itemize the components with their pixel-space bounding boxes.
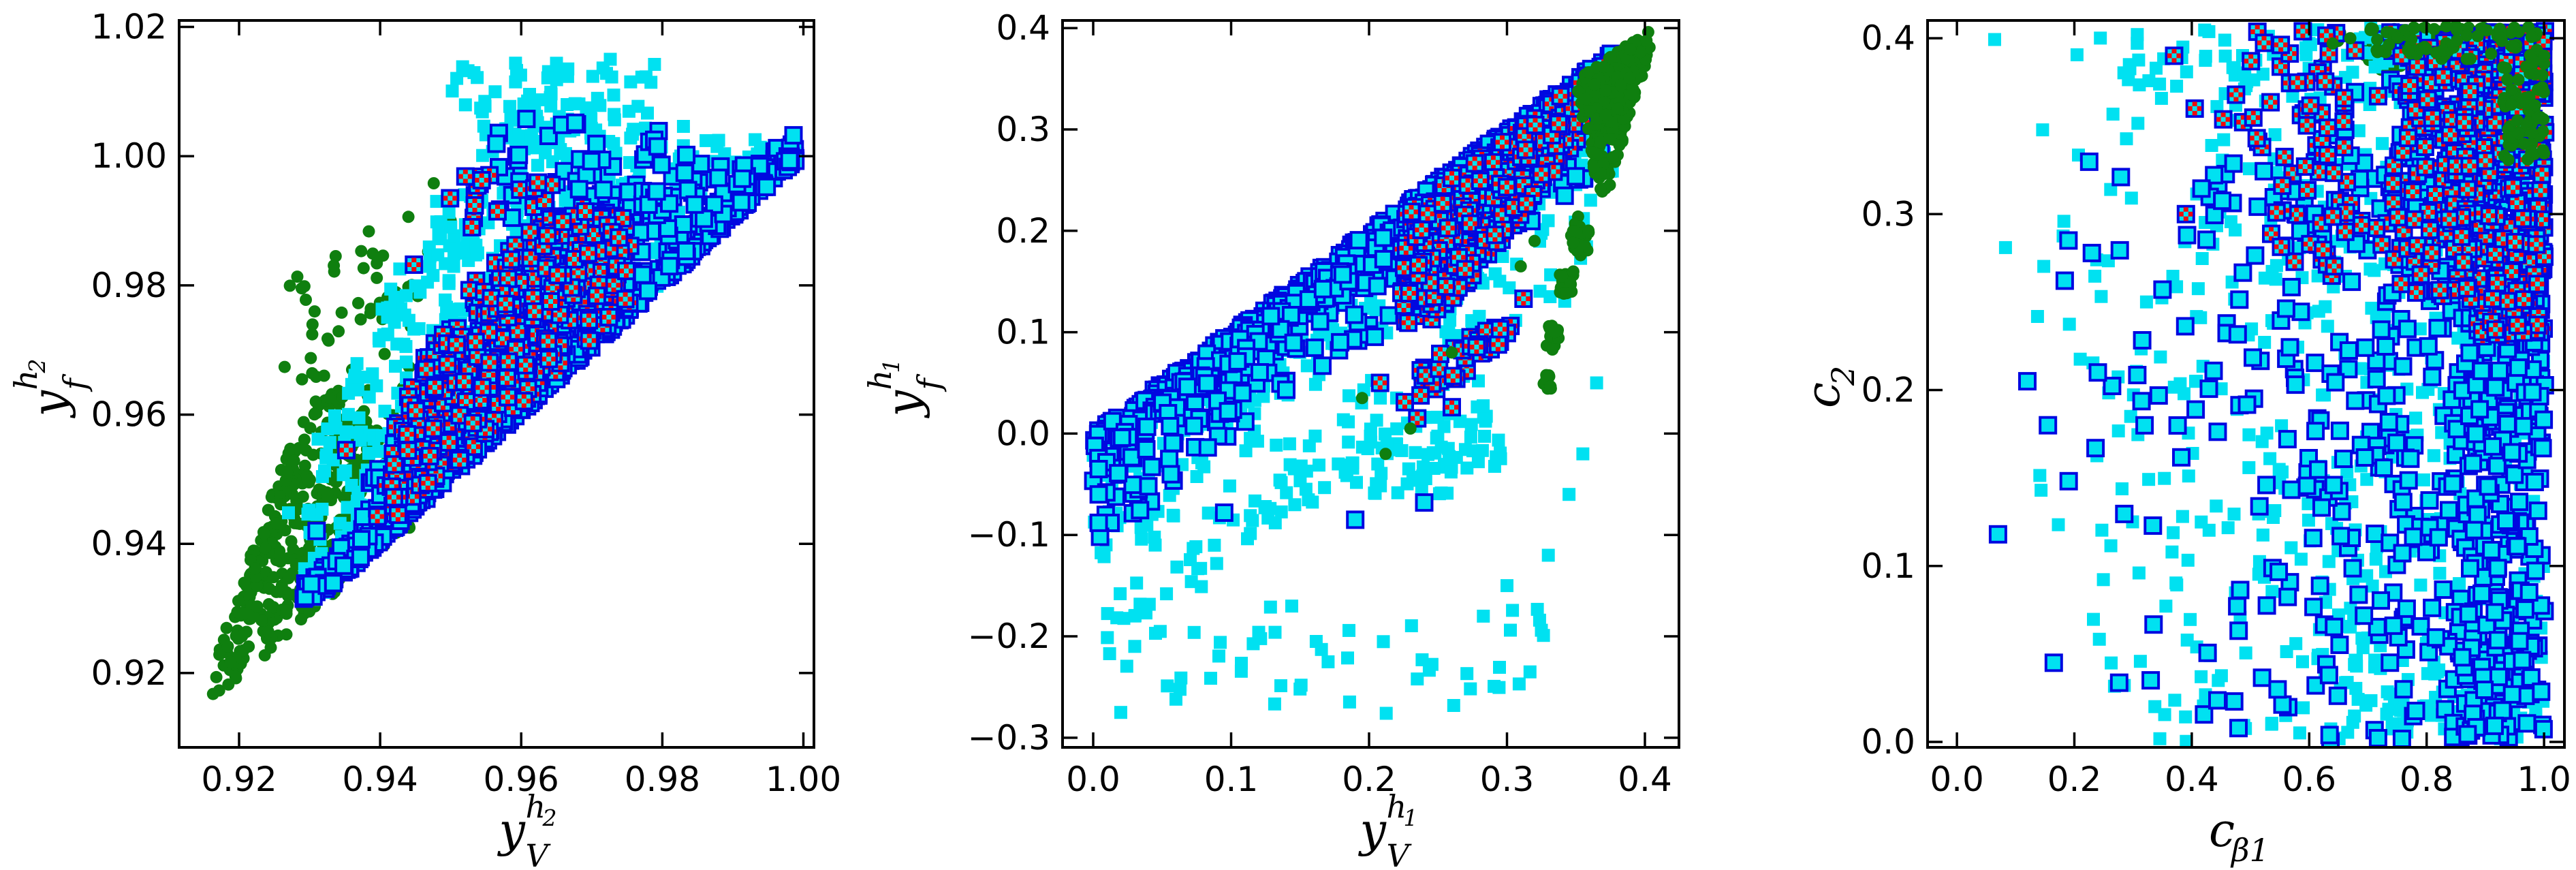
y-tick-label: −0.2 [968, 617, 1050, 656]
panel-1: 0.92 0.94 0.96 0.98 1.00 0.92 0.94 0.96 0.98 1.00… [7, 7, 841, 870]
panel-2-plot-area [1084, 26, 1656, 720]
svg-text:1: 1 [1404, 805, 1418, 831]
x-axis-label: y h2 V [497, 788, 557, 870]
panel-2: 0.0 0.1 0.2 0.3 0.4 −0.3 −0.2 −0.1 0.0 0.1 0.2 0.3 0… [862, 8, 1680, 870]
svg-text:2: 2 [24, 359, 50, 374]
y-tick-label: 0.0 [996, 414, 1050, 453]
svg-text:h: h [526, 788, 546, 825]
x-tick-label: 1.00 [766, 760, 841, 799]
y-tick-label: 0.1 [996, 313, 1050, 352]
svg-text:h: h [1387, 788, 1407, 825]
svg-text:2: 2 [542, 805, 557, 831]
x-axis-label: y h1 V [1358, 788, 1418, 870]
panel-3-plot-area [1988, 22, 2555, 746]
x-tick-label: 0.92 [201, 760, 277, 799]
tick-labels: 0.0 0.2 0.4 0.6 0.8 1.0 0.0 0.1 0.2 0.3 0.4 [1861, 18, 2571, 799]
tick-labels: 0.92 0.94 0.96 0.98 1.00 0.92 0.94 0.96 0.98 1.00… [91, 7, 841, 800]
x-tick-label: 0.0 [1066, 760, 1120, 799]
y-tick-label: 0.98 [91, 266, 167, 305]
tick-marks [1928, 20, 2564, 747]
y-tick-label: 0.2 [1861, 371, 1915, 410]
y-tick-label: 0.3 [996, 110, 1050, 149]
y-tick-label: 0.3 [1861, 194, 1915, 234]
plot-border [1926, 19, 2566, 749]
x-tick-label: 0.6 [2282, 760, 2337, 799]
y-tick-label: 1.00 [91, 136, 167, 176]
x-axis-label: cβ1 [2209, 804, 2269, 869]
x-tick-label: 0.1 [1204, 760, 1259, 799]
x-tick-label: 0.8 [2400, 760, 2454, 799]
y-tick-label: 0.94 [91, 524, 167, 563]
y-tick-label: −0.3 [968, 718, 1050, 758]
y-tick-label: 0.2 [996, 211, 1050, 251]
tick-marks [179, 20, 814, 747]
x-tick-label: 0.2 [1342, 760, 1396, 799]
tick-labels: 0.0 0.1 0.2 0.3 0.4 −0.3 −0.2 −0.1 0.0 0.1 0.2 0.3 0… [968, 8, 1672, 799]
x-tick-label: 0.4 [2165, 760, 2219, 799]
plot-border [1061, 19, 1680, 749]
x-tick-label: 0.0 [1930, 760, 1984, 799]
svg-text:y: y [1358, 804, 1387, 858]
x-tick-label: 1.0 [2517, 760, 2571, 799]
x-tick-label: 0.98 [625, 760, 700, 799]
tick-marks [1063, 20, 1679, 747]
svg-text:V: V [1387, 837, 1413, 870]
series-green-circles-corner [2326, 22, 2551, 166]
x-tick-label: 0.2 [2047, 760, 2102, 799]
y-axis-label: c2 [1797, 366, 1862, 408]
svg-text:y: y [877, 390, 931, 419]
x-tick-label: 0.96 [484, 760, 559, 799]
series-red-cross-squares [336, 166, 640, 529]
svg-text:h: h [862, 370, 898, 390]
y-tick-label: 0.92 [91, 653, 167, 693]
x-tick-label: 0.94 [342, 760, 418, 799]
panel-3: 0.0 0.2 0.4 0.6 0.8 1.0 0.0 0.1 0.2 0.3 0.4 cβ1 c2 [1797, 18, 2571, 869]
plot-border [178, 19, 815, 749]
svg-text:y: y [497, 804, 527, 858]
x-tick-label: 0.4 [1618, 760, 1672, 799]
x-tick-label: 0.3 [1480, 760, 1535, 799]
y-tick-label: 0.1 [1861, 546, 1915, 586]
svg-text:1: 1 [878, 359, 905, 373]
y-tick-label: 1.02 [91, 7, 167, 47]
series-green-circles [1355, 26, 1656, 461]
y-tick-label: 0.0 [1861, 722, 1915, 762]
svg-text:y: y [23, 390, 77, 419]
panel-1-plot-area [206, 52, 805, 700]
y-tick-label: −0.1 [968, 515, 1050, 555]
y-tick-label: 0.4 [996, 8, 1050, 48]
svg-text:h: h [7, 370, 44, 390]
svg-text:V: V [526, 837, 552, 870]
y-tick-label: 0.96 [91, 395, 167, 435]
y-tick-label: 0.4 [1861, 18, 1915, 58]
